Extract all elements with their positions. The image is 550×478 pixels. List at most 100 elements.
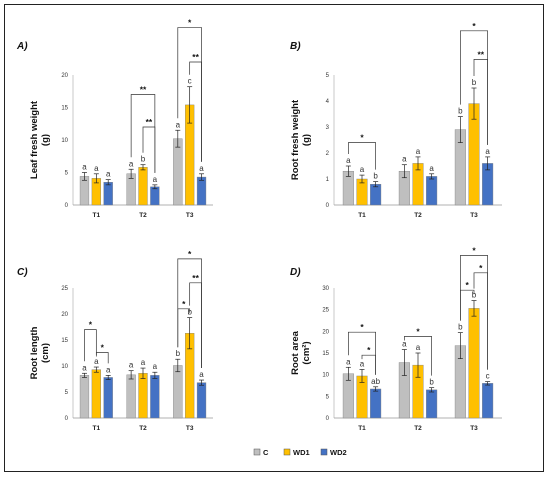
- significance-letter: a: [129, 159, 134, 168]
- significance-letter: a: [485, 147, 490, 156]
- bar-wd2: [370, 183, 382, 206]
- significance-marker: **: [192, 273, 199, 283]
- significance-bracket: [189, 282, 202, 369]
- y-tick-label: 20: [61, 312, 68, 318]
- bar-c: [173, 138, 183, 206]
- significance-bracket: [473, 59, 488, 145]
- significance-marker: *: [182, 299, 186, 309]
- bar-wd2: [103, 377, 113, 419]
- significance-bracket: [142, 126, 156, 173]
- y-axis-label-line: Root area: [290, 330, 301, 375]
- y-tick-label: 3: [326, 125, 330, 131]
- y-tick-label: 1: [326, 177, 330, 183]
- significance-marker: *: [367, 345, 371, 355]
- x-tick-label: T3: [470, 425, 478, 432]
- y-tick-label: 10: [61, 138, 68, 144]
- significance-letter: a: [416, 147, 421, 156]
- y-tick-label: 5: [65, 171, 69, 177]
- x-tick-label: T2: [414, 212, 422, 219]
- y-tick-label: 0: [65, 203, 69, 209]
- bar-wd2: [482, 383, 494, 419]
- significance-letter: b: [176, 349, 181, 358]
- significance-marker: *: [479, 263, 483, 273]
- significance-letter: a: [346, 156, 351, 165]
- significance-marker: **: [146, 117, 153, 127]
- significance-marker: *: [360, 322, 364, 332]
- significance-letter: ab: [371, 377, 380, 386]
- significance-letter: b: [373, 172, 378, 181]
- significance-marker: **: [478, 49, 485, 59]
- significance-letter: b: [458, 323, 463, 332]
- y-axis-label-line: (cm): [40, 343, 51, 363]
- x-tick-label: T1: [93, 425, 101, 432]
- bar-c: [173, 365, 183, 419]
- y-axis-label: Root fresh weight (g): [290, 99, 312, 180]
- significance-letter: b: [472, 78, 477, 87]
- significance-marker: **: [192, 52, 199, 62]
- y-tick-label: 25: [322, 308, 329, 314]
- significance-letter: a: [153, 175, 158, 184]
- significance-letter: a: [176, 120, 181, 129]
- significance-marker: *: [188, 18, 192, 28]
- panel-label: B): [290, 41, 301, 52]
- y-tick-label: 5: [326, 73, 330, 79]
- significance-letter: a: [346, 357, 351, 366]
- significance-letter: b: [472, 291, 477, 300]
- y-tick-label: 5: [326, 394, 330, 400]
- y-axis-label-line: (g): [40, 134, 51, 146]
- significance-marker: *: [472, 21, 476, 31]
- bar-wd2: [426, 176, 438, 206]
- bar-c: [79, 176, 90, 206]
- y-tick-label: 20: [322, 329, 329, 335]
- y-tick-label: 4: [326, 99, 330, 105]
- significance-bracket: [473, 272, 488, 370]
- significance-marker: *: [416, 327, 420, 337]
- y-axis-label-line: Root length: [29, 326, 40, 379]
- legend-swatch-wd2: [320, 448, 328, 456]
- y-tick-label: 0: [326, 416, 330, 422]
- x-tick-label: T2: [139, 425, 147, 432]
- significance-letter: a: [360, 165, 365, 174]
- legend-swatch-c: [253, 448, 261, 456]
- legend-label-wd2: WD2: [330, 448, 347, 457]
- bar-wd2: [196, 382, 207, 419]
- y-axis-label: Leaf fresh weight (g): [29, 100, 51, 179]
- y-tick-label: 0: [65, 416, 69, 422]
- x-tick-label: T1: [358, 425, 366, 432]
- bar-wd2: [426, 389, 438, 419]
- bar-wd2: [370, 388, 382, 419]
- significance-letter: a: [402, 340, 407, 349]
- significance-letter: a: [199, 164, 204, 173]
- significance-letter: a: [360, 359, 365, 368]
- x-tick-label: T1: [358, 212, 366, 219]
- legend-swatch-wd1: [283, 448, 291, 456]
- significance-letter: a: [199, 370, 204, 379]
- panel-label: D): [290, 267, 301, 278]
- bar-wd1: [138, 167, 148, 206]
- significance-letter: a: [94, 357, 99, 366]
- y-axis-label: Root area (cm²): [290, 330, 312, 375]
- significance-bracket: [84, 329, 97, 362]
- y-tick-label: 30: [322, 286, 329, 292]
- significance-letter: a: [94, 164, 99, 173]
- bar-wd2: [150, 186, 160, 206]
- significance-letter: b: [429, 378, 434, 387]
- significance-marker: *: [188, 249, 192, 259]
- y-tick-label: 15: [61, 338, 68, 344]
- significance-marker: *: [101, 342, 105, 352]
- significance-letter: a: [141, 358, 146, 367]
- bar-wd2: [103, 182, 113, 206]
- significance-letter: a: [402, 155, 407, 164]
- y-axis-label-line: Root fresh weight: [290, 99, 301, 180]
- y-axis-label-line: (g): [301, 134, 312, 146]
- y-tick-label: 0: [326, 203, 330, 209]
- y-tick-label: 10: [322, 373, 329, 379]
- x-tick-label: T2: [139, 212, 147, 219]
- panel-label: C): [17, 267, 28, 278]
- significance-letter: a: [429, 164, 434, 173]
- bar-wd1: [138, 373, 148, 419]
- significance-letter: a: [153, 362, 158, 371]
- bar-wd1: [91, 369, 101, 419]
